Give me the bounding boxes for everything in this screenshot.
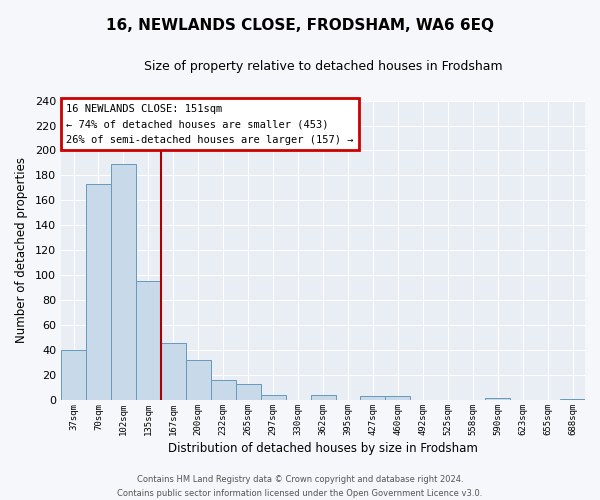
Bar [211,380,236,400]
Bar [560,399,585,400]
Bar [61,350,86,400]
Bar [236,384,260,400]
Bar [136,282,161,400]
Text: Contains HM Land Registry data © Crown copyright and database right 2024.
Contai: Contains HM Land Registry data © Crown c… [118,476,482,498]
Bar [111,164,136,400]
X-axis label: Distribution of detached houses by size in Frodsham: Distribution of detached houses by size … [168,442,478,455]
Title: Size of property relative to detached houses in Frodsham: Size of property relative to detached ho… [144,60,502,73]
Text: 16 NEWLANDS CLOSE: 151sqm
← 74% of detached houses are smaller (453)
26% of semi: 16 NEWLANDS CLOSE: 151sqm ← 74% of detac… [66,104,354,145]
Bar [161,342,186,400]
Bar [186,360,211,400]
Y-axis label: Number of detached properties: Number of detached properties [15,158,28,344]
Bar [86,184,111,400]
Bar [385,396,410,400]
Bar [361,396,385,400]
Bar [485,398,510,400]
Bar [260,395,286,400]
Text: 16, NEWLANDS CLOSE, FRODSHAM, WA6 6EQ: 16, NEWLANDS CLOSE, FRODSHAM, WA6 6EQ [106,18,494,32]
Bar [311,395,335,400]
